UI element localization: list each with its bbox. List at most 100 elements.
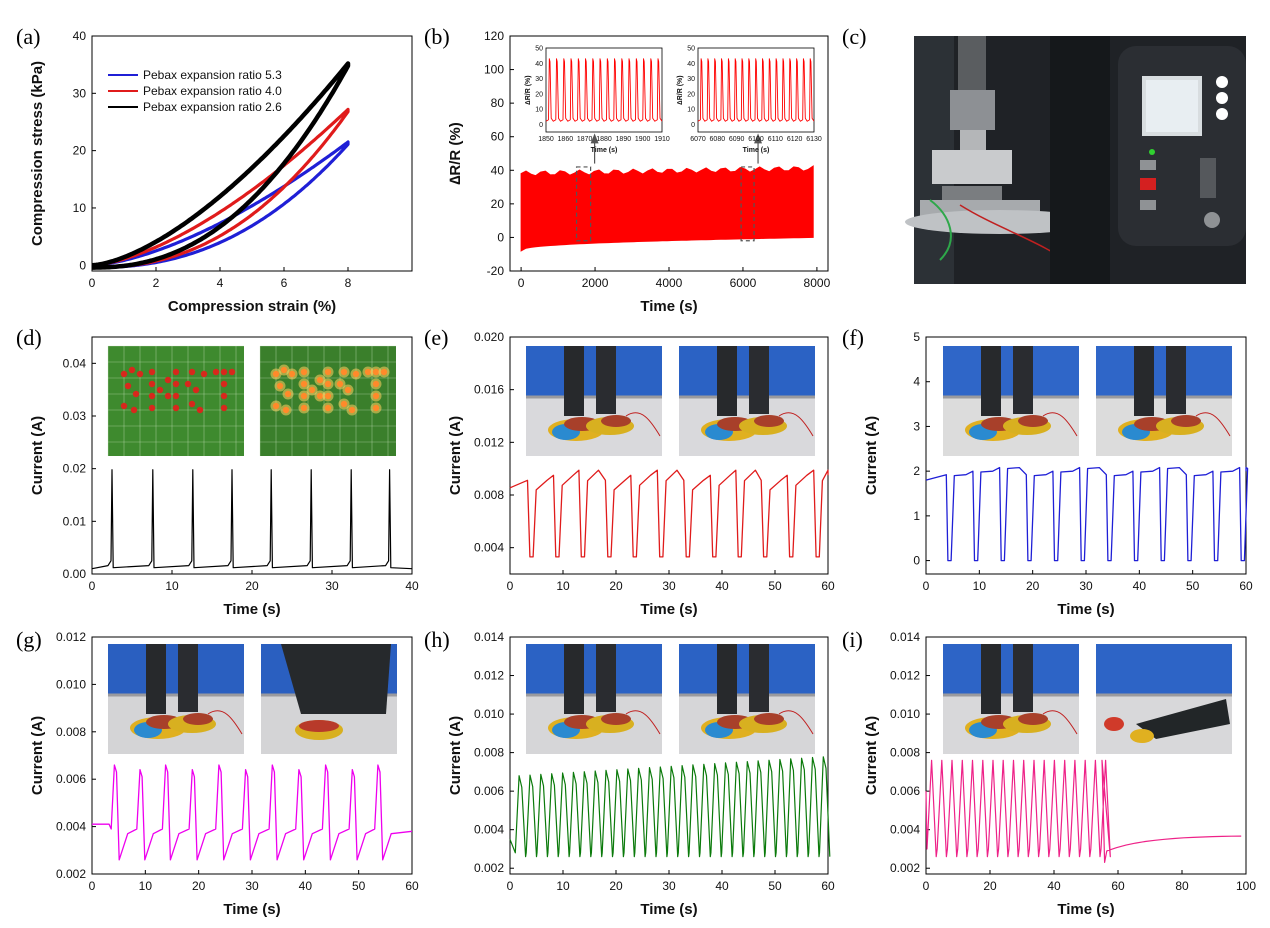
x-tick-label: 4 (217, 276, 224, 290)
inset-x-tick-label: 1900 (635, 136, 651, 143)
inset-y-tick-label: 50 (535, 46, 543, 53)
series-line-0 (91, 140, 350, 270)
inset-signal-line (545, 58, 663, 122)
chart-e-current: 0 10 20 30 40 50 60 0.004 0.008 0.012 0.016 0.020 Ti… (447, 330, 835, 618)
shoe-photo-h1 (526, 644, 662, 754)
plot-frame-a (91, 35, 413, 272)
x-tick-label: 2 (153, 276, 160, 290)
y-tick-label: 0.014 (890, 630, 920, 644)
y-tick-label: 0.010 (56, 677, 86, 691)
x-tick-label: 10 (556, 579, 570, 593)
x-tick-label: 0 (89, 276, 96, 290)
led-dot (148, 404, 156, 412)
x-tick-label: 30 (662, 879, 676, 893)
y-axis-title: Compression stress (kPa) (29, 61, 46, 246)
y-axis-title: Current (A) (447, 716, 464, 795)
panel-label-a: (a) (16, 24, 40, 49)
y-tick-label: 20 (73, 144, 87, 158)
x-tick-label: 60 (821, 879, 835, 893)
leg (981, 644, 1001, 714)
zoom-window-0 (575, 166, 592, 242)
led-dot (172, 404, 180, 412)
y-tick-label: 3 (913, 419, 920, 433)
inset-x-tick-label: 6110 (768, 136, 783, 143)
inset-x-tick-label: 6120 (787, 136, 803, 143)
person-squat (281, 644, 391, 714)
y-tick-label: 0 (497, 230, 504, 244)
led-dot (132, 390, 140, 398)
legend-label-4-0: Pebax expansion ratio 4.0 (143, 84, 282, 98)
shoe-photo-f2 (1096, 346, 1232, 456)
wire (1195, 412, 1231, 437)
y-tick-label: 0.008 (56, 725, 86, 739)
leg (178, 644, 198, 712)
y-axis-title: Current (A) (447, 416, 464, 495)
led-dot (272, 402, 280, 410)
shoe (1104, 717, 1124, 731)
plot-frame-i (925, 636, 1247, 875)
y-tick-label: 1 (913, 509, 920, 523)
chart-g-current: 0 10 20 30 40 50 60 0.002 0.004 0.006 0.008 0.010 0.… (29, 630, 419, 918)
photo-baseboard (526, 693, 662, 697)
led-dot (316, 376, 324, 384)
shoe-photo-i1 (943, 644, 1079, 754)
led-dot (280, 366, 288, 374)
y-axis-title: Current (A) (29, 416, 46, 495)
led-dot (340, 368, 348, 376)
legend-label-2-6: Pebax expansion ratio 2.6 (143, 100, 282, 114)
x-tick-label: 8000 (804, 276, 831, 290)
wire (1042, 412, 1078, 437)
x-tick-label: 0 (923, 879, 930, 893)
led-dot (172, 392, 180, 400)
led-dot (136, 370, 144, 378)
photo-baseboard (1096, 395, 1232, 399)
led-dot (316, 392, 324, 400)
led-dot (220, 368, 228, 376)
y-tick-label: 0.008 (890, 746, 920, 760)
shoe-photo-g2 (261, 644, 397, 754)
y-tick-label: 0.04 (63, 356, 87, 370)
photo-cabinet (943, 644, 1079, 694)
inset-x-tick-label: 1860 (558, 136, 574, 143)
leg (146, 644, 166, 714)
y-tick-label: 0.010 (474, 707, 504, 721)
x-tick-label: 50 (768, 879, 782, 893)
led-dot (276, 382, 284, 390)
leg (1166, 346, 1186, 414)
shoe-photo-i2 (1096, 644, 1232, 754)
compression-test-machine-photo (905, 36, 1246, 284)
y-tick-label: 30 (73, 86, 87, 100)
leg (564, 346, 584, 416)
led-dot (128, 366, 136, 374)
x-tick-label: 20 (983, 879, 997, 893)
photo-baseboard (526, 395, 662, 399)
x-tick-label: 0 (923, 579, 930, 593)
shoe-photo-h2 (679, 644, 815, 754)
y-tick-label: 0.012 (474, 435, 504, 449)
inset-0: 1850 1860 1870 1880 1890 1900 1910 0 10 20 30 40 50 T… (525, 46, 670, 155)
chart-a-legend: Pebax expansion ratio 5.3 Pebax expansio… (108, 68, 282, 114)
inset-x-tick-label: 1870 (577, 136, 593, 143)
x-tick-label: 50 (1186, 579, 1200, 593)
panel-label-c: (c) (842, 24, 866, 49)
photo-baseboard (943, 395, 1079, 399)
x-tick-label: 20 (192, 879, 206, 893)
led-dot (288, 370, 296, 378)
x-tick-label: 30 (662, 579, 676, 593)
x-tick-label: 30 (1079, 579, 1093, 593)
panel-label-h: (h) (424, 627, 450, 652)
panel-letters: (a) (b) (c) (d) (e) (f) (g) (h) (i) (16, 24, 866, 652)
photo-cabinet (526, 644, 662, 694)
y-tick-label: 0.006 (56, 772, 86, 786)
y-tick-label: 0.01 (63, 514, 87, 528)
wire (207, 710, 243, 735)
x-tick-label: 60 (1111, 879, 1125, 893)
led-dot (124, 382, 132, 390)
y-tick-label: 0.00 (63, 567, 87, 581)
y-tick-label: 100 (484, 63, 504, 77)
inset-x-tick-label: 6080 (710, 136, 726, 143)
led-dot (196, 406, 204, 414)
shoe-photo-e1 (526, 346, 662, 456)
led-dot (300, 404, 308, 412)
